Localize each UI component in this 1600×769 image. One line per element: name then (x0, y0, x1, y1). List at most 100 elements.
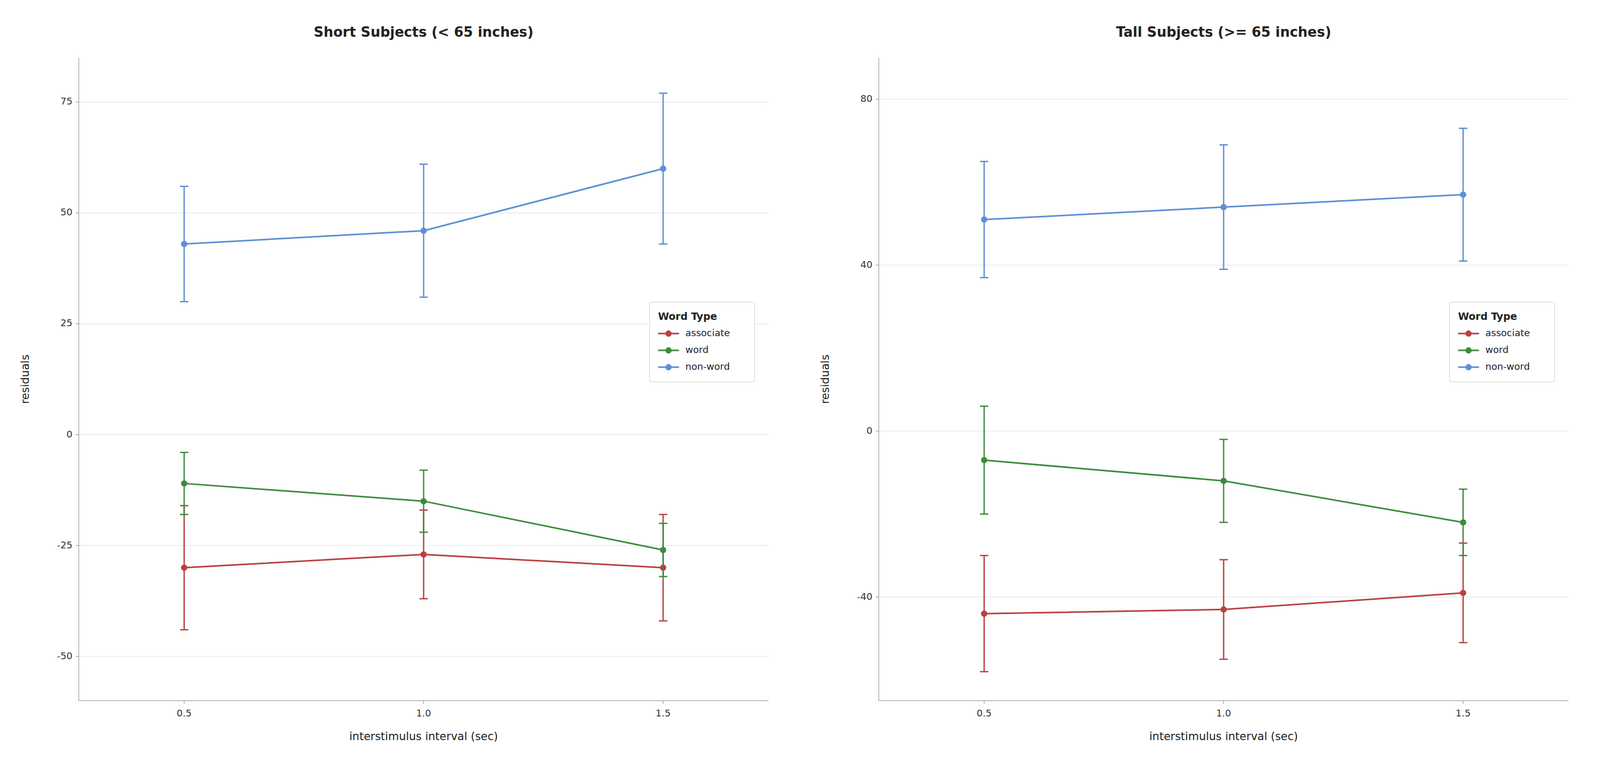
legend-item: non-word (1458, 360, 1531, 372)
error-bar (1219, 144, 1229, 270)
error-bar (419, 164, 429, 298)
error-bar-cap (1219, 438, 1229, 441)
x-tick-label: 1.5 (1455, 707, 1471, 719)
y-tick-label: 80 (860, 92, 873, 105)
series (980, 543, 1468, 672)
error-bar-cap (658, 92, 668, 95)
legend-marker (665, 330, 672, 337)
y-tick (75, 101, 79, 103)
point (981, 216, 988, 223)
legend-title: Word Type (658, 310, 718, 322)
legend-title: Word Type (1458, 310, 1518, 322)
plot-area (980, 128, 1468, 672)
error-bar-cap (180, 185, 189, 188)
error-bar-cap (980, 513, 989, 515)
x-tick (1462, 700, 1464, 704)
x-axis-line (78, 700, 769, 702)
figure: -50-2502550750.51.01.5Short Subjects (< … (0, 0, 1600, 769)
error-bar (658, 523, 668, 577)
x-tick-label: 1.0 (1216, 707, 1232, 719)
x-tick (1223, 700, 1224, 704)
legend-marker (1465, 347, 1472, 354)
error-bar (1458, 543, 1468, 643)
y-tick (75, 323, 79, 325)
point (420, 551, 428, 558)
error-bar-cap (658, 575, 668, 578)
legend: Word Type associate word non-word (1449, 302, 1555, 382)
error-bar (180, 452, 189, 515)
legend-marker (665, 364, 672, 371)
error-bar-cap (180, 629, 189, 631)
error-bar-cap (180, 513, 189, 516)
error-bar-cap (980, 554, 989, 557)
y-tick (75, 434, 79, 435)
series (980, 128, 1468, 278)
point (181, 480, 188, 487)
legend-label: word (1485, 344, 1509, 356)
point (181, 241, 188, 248)
error-bar-cap (980, 670, 989, 673)
x-axis-line (878, 700, 1569, 702)
error-bar-cap (180, 451, 189, 454)
error-bar (180, 186, 189, 302)
point (1459, 589, 1467, 597)
chart-title: Short Subjects (< 65 inches) (313, 24, 534, 40)
point (981, 610, 988, 617)
error-bar-cap (1219, 521, 1229, 524)
grid-line (878, 430, 1569, 432)
legend-item: word (1458, 344, 1509, 356)
error-bar-cap (1458, 127, 1468, 130)
legend-item: word (658, 344, 709, 356)
point (1220, 606, 1228, 613)
y-tick-label: 50 (60, 206, 73, 218)
error-bar-cap (180, 300, 189, 303)
error-bar-cap (980, 276, 989, 279)
error-bar-cap (980, 405, 989, 408)
legend-marker (665, 347, 672, 354)
error-bar-cap (658, 620, 668, 622)
legend-item: associate (658, 327, 731, 339)
legend-item: associate (1458, 327, 1531, 339)
error-bar-cap (1219, 144, 1229, 147)
error-bar-cap (1219, 268, 1229, 270)
error-bar (1219, 439, 1229, 523)
y-axis-line (78, 57, 80, 701)
error-bar-cap (980, 160, 989, 163)
legend-label: non-word (685, 360, 731, 372)
error-bar-cap (1458, 488, 1468, 491)
point (1220, 203, 1228, 211)
legend-marker (1465, 330, 1472, 337)
legend-item: non-word (658, 360, 731, 372)
point (1220, 477, 1228, 484)
y-axis-label: residuals (818, 354, 832, 404)
y-axis-line (878, 57, 880, 701)
y-tick (875, 264, 879, 266)
y-tick-label: 25 (60, 317, 73, 329)
plot-area (180, 93, 668, 630)
grid-line (78, 434, 769, 435)
error-bar-cap (1458, 554, 1468, 557)
panel: -50-2502550750.51.01.5Short Subjects (< … (18, 24, 769, 743)
x-tick-label: 1.0 (416, 707, 432, 719)
legend-label: word (685, 344, 709, 356)
error-bar-cap (419, 531, 429, 534)
error-bar-cap (658, 243, 668, 245)
error-bar (980, 555, 989, 672)
y-tick (875, 596, 879, 598)
error-bar-cap (658, 513, 668, 516)
legend-label: non-word (1485, 360, 1531, 372)
error-bar-stem (662, 514, 664, 621)
y-tick-label: -25 (57, 539, 73, 551)
error-bar (1458, 489, 1468, 556)
point (420, 497, 428, 505)
grid-line (78, 101, 769, 103)
x-axis-label: interstimulus interval (sec) (1149, 730, 1298, 743)
grid-line (878, 98, 1569, 100)
x-axis-label: interstimulus interval (sec) (349, 730, 498, 743)
error-bar (1219, 559, 1229, 660)
series (180, 452, 668, 577)
chart-title: Tall Subjects (>= 65 inches) (1116, 24, 1332, 40)
y-tick-label: -40 (857, 590, 873, 602)
x-tick (983, 700, 985, 704)
error-bar-cap (1219, 558, 1229, 561)
